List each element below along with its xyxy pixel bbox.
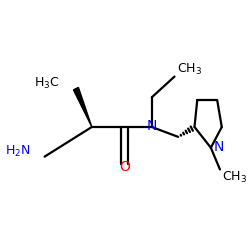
Text: N: N [146,119,157,133]
Text: CH$_3$: CH$_3$ [222,170,247,184]
Text: H$_3$C: H$_3$C [34,76,60,91]
Text: N: N [213,140,224,153]
Text: O: O [119,160,130,174]
Text: H$_2$N: H$_2$N [6,144,31,159]
Polygon shape [74,88,92,127]
Text: CH$_3$: CH$_3$ [177,62,202,76]
